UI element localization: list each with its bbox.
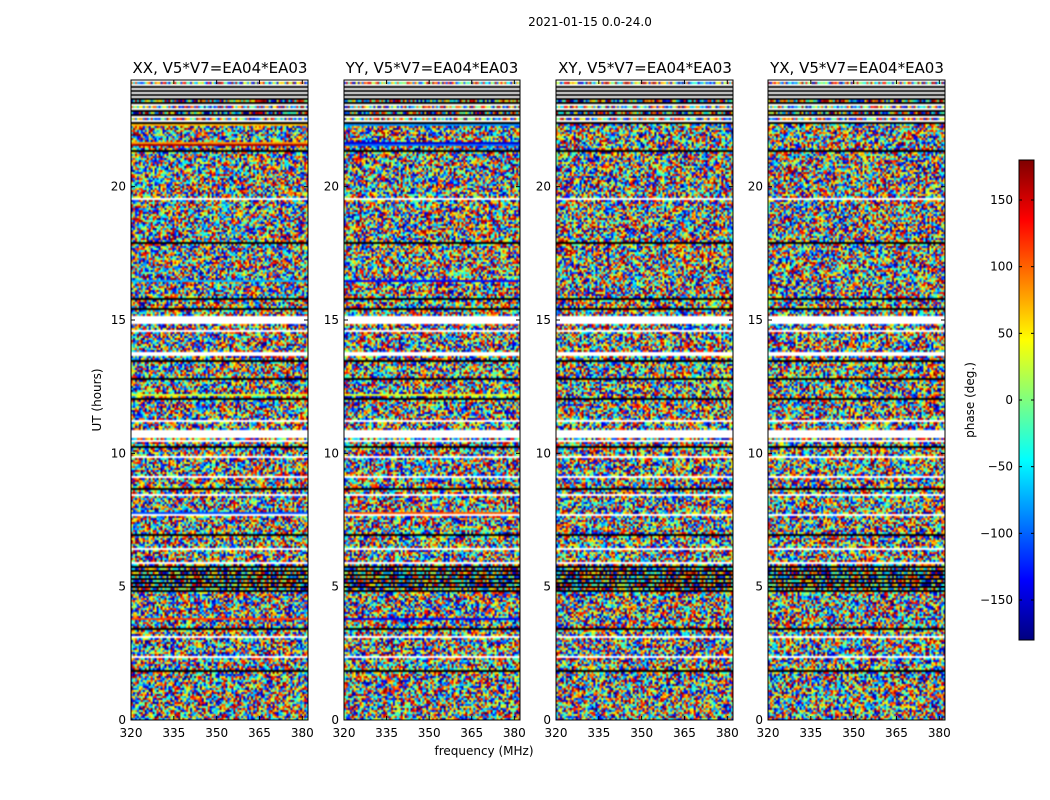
panel-yy: YY, V5*V7=EA04*EA03 320 335 350 365 380 0 5 10… bbox=[324, 59, 526, 740]
panel-title-yy: YY, V5*V7=EA04*EA03 bbox=[345, 59, 519, 77]
x-tick-label: 350 bbox=[630, 726, 653, 740]
x-tick-label: 320 bbox=[333, 726, 356, 740]
y-tick-label: 0 bbox=[118, 713, 126, 727]
panel-title-xy: XY, V5*V7=EA04*EA03 bbox=[558, 59, 732, 77]
colorbar-tick-label: 50 bbox=[998, 326, 1013, 340]
y-tick-label: 20 bbox=[536, 180, 551, 194]
colorbar-label: phase (deg.) bbox=[963, 362, 977, 438]
y-tick-label: 10 bbox=[748, 446, 763, 460]
axes-frame-xx bbox=[130, 79, 309, 721]
axes-frame-xy bbox=[555, 79, 734, 721]
panel-yx: YX, V5*V7=EA04*EA03 320 335 350 365 380 0 5 10… bbox=[748, 59, 951, 740]
y-ticks-yy: 0 5 10 15 20 bbox=[324, 180, 520, 727]
y-tick-label: 15 bbox=[536, 313, 551, 327]
colorbar-tick-label: −100 bbox=[980, 526, 1013, 540]
x-ticks-yx: 320 335 350 365 380 bbox=[757, 80, 951, 740]
y-tick-label: 5 bbox=[118, 580, 126, 594]
x-tick-label: 380 bbox=[503, 726, 526, 740]
panel-xx: XX, V5*V7=EA04*EA03 320 335 350 365 380 0 5 10… bbox=[111, 59, 314, 740]
heatmap-xx bbox=[131, 80, 308, 720]
y-tick-label: 20 bbox=[111, 180, 126, 194]
colorbar-tick-label: −150 bbox=[980, 593, 1013, 607]
heatmap-yx bbox=[768, 80, 945, 720]
x-tick-label: 350 bbox=[205, 726, 228, 740]
y-tick-label: 10 bbox=[536, 446, 551, 460]
y-ticks-yx: 0 5 10 15 20 bbox=[748, 180, 945, 727]
x-tick-label: 335 bbox=[799, 726, 822, 740]
x-tick-label: 365 bbox=[885, 726, 908, 740]
y-tick-label: 10 bbox=[324, 446, 339, 460]
colorbar-tick-label: 100 bbox=[990, 260, 1013, 274]
figure-title: 2021-01-15 0.0-24.0 bbox=[528, 15, 652, 29]
x-tick-label: 335 bbox=[162, 726, 185, 740]
y-tick-label: 5 bbox=[543, 580, 551, 594]
y-tick-label: 5 bbox=[331, 580, 339, 594]
y-tick-label: 20 bbox=[324, 180, 339, 194]
x-axis-label: frequency (MHz) bbox=[434, 744, 533, 758]
y-tick-label: 0 bbox=[331, 713, 339, 727]
x-tick-label: 365 bbox=[248, 726, 271, 740]
x-tick-label: 365 bbox=[460, 726, 483, 740]
x-tick-label: 320 bbox=[120, 726, 143, 740]
y-tick-label: 15 bbox=[748, 313, 763, 327]
y-ticks-xx: 0 5 10 15 20 bbox=[111, 180, 308, 727]
x-tick-label: 335 bbox=[587, 726, 610, 740]
x-ticks-xy: 320 335 350 365 380 bbox=[545, 80, 739, 740]
y-tick-label: 5 bbox=[755, 580, 763, 594]
colorbar-tick-label: 0 bbox=[1005, 393, 1013, 407]
axes-frame-yx bbox=[767, 79, 946, 721]
y-tick-label: 10 bbox=[111, 446, 126, 460]
panel-title-yx: YX, V5*V7=EA04*EA03 bbox=[769, 59, 944, 77]
x-tick-label: 380 bbox=[716, 726, 739, 740]
x-tick-label: 350 bbox=[418, 726, 441, 740]
y-tick-label: 0 bbox=[755, 713, 763, 727]
y-axis-label: UT (hours) bbox=[90, 368, 104, 431]
y-tick-label: 15 bbox=[324, 313, 339, 327]
colorbar: 150 100 50 0 −50 −100 −150 phase (deg.) bbox=[963, 159, 1035, 641]
x-tick-label: 320 bbox=[757, 726, 780, 740]
x-ticks-xx: 320 335 350 365 380 bbox=[120, 80, 314, 740]
x-tick-label: 335 bbox=[375, 726, 398, 740]
y-tick-label: 20 bbox=[748, 180, 763, 194]
axes-frame-yy bbox=[343, 79, 521, 721]
x-tick-label: 380 bbox=[291, 726, 314, 740]
y-tick-label: 0 bbox=[543, 713, 551, 727]
y-ticks-xy: 0 5 10 15 20 bbox=[536, 180, 733, 727]
x-tick-label: 365 bbox=[673, 726, 696, 740]
heatmap-xy bbox=[556, 80, 733, 720]
x-tick-label: 380 bbox=[928, 726, 951, 740]
x-tick-label: 350 bbox=[842, 726, 865, 740]
panel-title-xx: XX, V5*V7=EA04*EA03 bbox=[133, 59, 308, 77]
colorbar-ticks: 150 100 50 0 −50 −100 −150 bbox=[980, 193, 1034, 607]
x-tick-label: 320 bbox=[545, 726, 568, 740]
y-tick-label: 15 bbox=[111, 313, 126, 327]
panel-xy: XY, V5*V7=EA04*EA03 320 335 350 365 380 0 5 10… bbox=[536, 59, 739, 740]
colorbar-tick-label: 150 bbox=[990, 193, 1013, 207]
x-ticks-yy: 320 335 350 365 380 bbox=[333, 80, 526, 740]
heatmap-yy bbox=[344, 80, 520, 720]
colorbar-tick-label: −50 bbox=[988, 460, 1013, 474]
